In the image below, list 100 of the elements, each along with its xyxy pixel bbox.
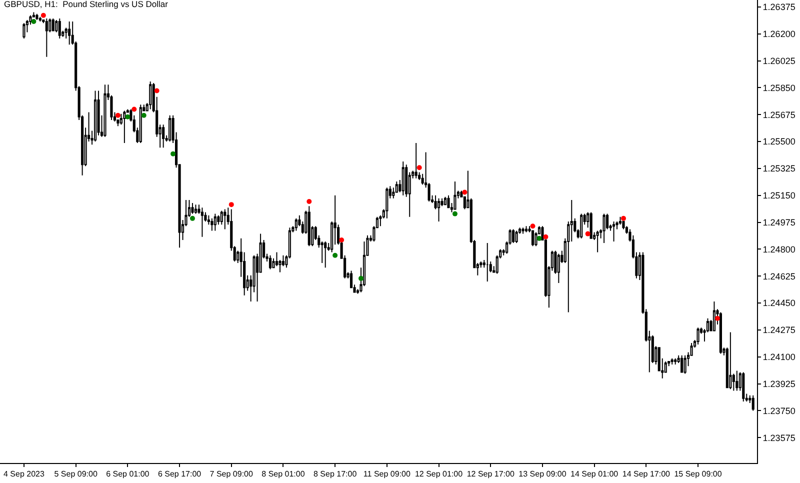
candlestick (224, 208, 226, 230)
candlestick (214, 213, 216, 232)
y-tick-label: 1.25325 (762, 164, 796, 174)
y-tick-label: 1.23575 (762, 432, 796, 443)
y-tick-label: 1.24800 (762, 244, 796, 254)
x-tick-label: 7 Sep 09:00 (210, 470, 254, 479)
candlestick (414, 142, 418, 179)
point (543, 234, 548, 240)
point (332, 252, 338, 258)
x-tick-label: 4 Sep 2023 (4, 470, 45, 479)
y-tick-label: 1.24100 (762, 352, 796, 362)
point (306, 199, 312, 204)
candlestick (402, 161, 404, 196)
y-tick-label: 1.23925 (762, 378, 796, 389)
candlestick (162, 124, 165, 148)
y-tick-label: 1.26375 (762, 2, 796, 12)
candlestick (557, 253, 560, 284)
candlestick (522, 227, 524, 234)
point (339, 237, 344, 242)
point (585, 231, 590, 236)
point (358, 276, 364, 281)
y-tick-label: 1.25500 (762, 136, 796, 147)
x-tick-label: 14 Sep 17:00 (622, 470, 671, 479)
y-tick-label: 1.25150 (762, 190, 796, 200)
y-tick-label: 1.24625 (762, 271, 796, 282)
candlestick (590, 212, 592, 239)
point (31, 19, 36, 24)
chart-title: GBPUSD, H1: Pound Sterling vs US Dollar (4, 0, 168, 9)
point (228, 202, 234, 208)
candlestick (194, 204, 198, 214)
candlestick (58, 18, 61, 39)
candlestick (22, 22, 26, 39)
point (462, 190, 468, 195)
candlestick (268, 254, 272, 270)
candlestick (752, 394, 754, 412)
candlestick (444, 196, 447, 206)
x-tick-label: 8 Sep 01:00 (262, 470, 306, 479)
point (190, 216, 195, 221)
x-tick-label: 12 Sep 01:00 (414, 470, 464, 479)
candlestick (719, 312, 722, 354)
point (536, 236, 542, 241)
candlestick (210, 218, 214, 232)
candlestick (52, 18, 54, 32)
candlestick (622, 221, 625, 230)
candlestick (486, 242, 489, 282)
candlestick (308, 206, 310, 247)
candlestick (696, 327, 700, 346)
candlestick (36, 13, 38, 20)
candlestick (168, 114, 172, 142)
candlestick (680, 354, 684, 373)
y-tick-label: 1.23750 (762, 406, 796, 416)
candlestick (612, 221, 616, 242)
candlestick (104, 84, 106, 138)
x-tick-label: 6 Sep 17:00 (158, 470, 202, 479)
candlestick (123, 110, 126, 144)
candlestick (447, 194, 450, 208)
x-tick-label: 14 Sep 01:00 (570, 470, 619, 479)
candlestick (45, 18, 48, 58)
point (132, 106, 137, 112)
candlestick (94, 90, 97, 142)
candlestick (191, 202, 194, 214)
candlestick (736, 370, 738, 392)
candlestick (437, 198, 440, 222)
candlestick (386, 187, 388, 219)
point (714, 316, 720, 321)
y-tick-label: 1.24975 (762, 217, 796, 228)
candlestick (596, 230, 599, 253)
x-tick-label: 15 Sep 09:00 (674, 470, 722, 479)
x-tick-label: 11 Sep 09:00 (363, 470, 411, 479)
candlestick (220, 210, 223, 226)
candlestick (454, 181, 456, 210)
candlestick (712, 300, 716, 332)
candlestick (684, 354, 686, 374)
candlestick (294, 218, 298, 232)
y-tick-label: 1.26025 (762, 56, 796, 66)
candlestick (324, 241, 327, 268)
candlestick (38, 16, 42, 22)
candlestick (139, 104, 142, 144)
point (170, 151, 176, 156)
candlestick (729, 332, 732, 390)
x-tick-label: 13 Sep 09:00 (518, 470, 567, 479)
point (452, 211, 458, 216)
y-tick-label: 1.26200 (762, 28, 796, 39)
candlestick (512, 228, 515, 244)
y-tick-label: 1.25850 (762, 82, 796, 93)
candlestick (618, 216, 622, 226)
candlestick (524, 226, 528, 233)
y-tick-label: 1.24275 (762, 325, 796, 336)
point (620, 216, 626, 221)
point (530, 224, 536, 229)
point (141, 112, 146, 118)
candlestick (149, 81, 152, 110)
candlestick (670, 358, 674, 366)
x-tick-label: 5 Sep 09:00 (54, 470, 98, 479)
candlestick (531, 230, 534, 247)
candlestick (515, 230, 518, 244)
x-tick-label: 8 Sep 17:00 (314, 470, 358, 479)
point (40, 12, 46, 18)
x-tick-label: 6 Sep 01:00 (106, 470, 150, 479)
candlestick (674, 358, 677, 366)
